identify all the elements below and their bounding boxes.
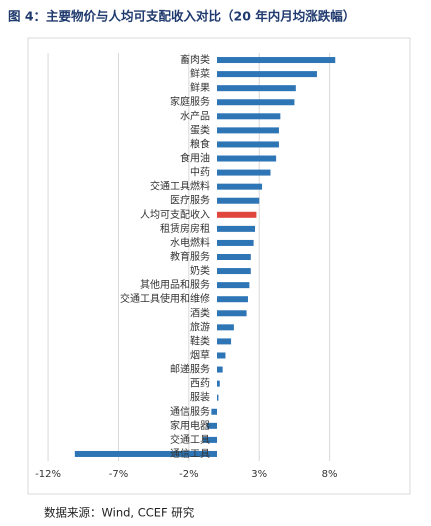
- y-tick-label: 通信服务: [170, 405, 210, 418]
- y-tick-label: 医疗服务: [170, 194, 210, 207]
- bar: [217, 324, 234, 331]
- source-note: 数据来源：Wind, CCEF 研究: [44, 506, 195, 520]
- y-tick-label: 人均可支配收入: [140, 208, 210, 221]
- chart-frame: [27, 37, 411, 495]
- y-tick-label: 食用油: [180, 152, 210, 165]
- bar: [74, 450, 217, 457]
- y-tick-label: 旅游: [190, 320, 210, 333]
- y-tick-label: 服装: [190, 391, 210, 404]
- y-tick-label: 鞋类: [190, 334, 210, 347]
- bar: [217, 127, 279, 134]
- y-tick-label: 鲜果: [190, 81, 210, 94]
- bar: [217, 254, 251, 260]
- bar: [217, 239, 254, 246]
- y-tick-label: 中药: [190, 166, 210, 179]
- y-tick-label: 教育服务: [170, 250, 210, 263]
- y-tick-label: 粮食: [190, 137, 210, 150]
- bar: [217, 296, 248, 303]
- y-tick-label: 奶类: [190, 264, 210, 277]
- y-tick-label: 邮递服务: [170, 363, 210, 376]
- bar: [217, 268, 251, 275]
- bar: [217, 211, 257, 218]
- y-tick-label: 通信工具: [170, 448, 210, 460]
- bar: [217, 57, 336, 64]
- bar: [217, 99, 295, 106]
- bar: [217, 71, 317, 78]
- y-tick-label: 其他用品和服务: [140, 278, 210, 291]
- y-tick-label: 租赁房房租: [160, 222, 210, 235]
- y-tick-label: 家用电器: [170, 419, 210, 432]
- bar: [217, 225, 256, 232]
- bar: [217, 197, 260, 204]
- bar: [217, 352, 226, 359]
- y-tick-label: 西药: [190, 378, 210, 390]
- y-tick-label: 家庭服务: [170, 95, 210, 108]
- x-tick-label: 8%: [322, 469, 338, 480]
- bar: [217, 155, 277, 162]
- x-tick-label: -2%: [179, 469, 198, 480]
- y-tick-label: 酒类: [190, 306, 210, 319]
- y-tick-label: 水电燃料: [170, 236, 210, 249]
- bar: [202, 436, 217, 443]
- bar: [207, 422, 217, 429]
- bar: [217, 141, 279, 148]
- bar: [217, 85, 296, 92]
- y-tick-label: 水产品: [180, 109, 210, 122]
- bar: [217, 380, 220, 387]
- y-tick-label: 蛋类: [190, 123, 210, 136]
- chart-title: 图 4：主要物价与人均可支配收入对比（20 年内月均涨跌幅）: [8, 9, 355, 24]
- bar: [217, 169, 271, 176]
- bar: [217, 394, 219, 401]
- bar: [211, 408, 217, 415]
- y-tick-label: 烟草: [190, 348, 210, 361]
- x-tick-label: -7%: [109, 469, 128, 480]
- bar: [217, 183, 263, 190]
- x-tick-label: 3%: [251, 469, 267, 480]
- bar: [217, 113, 281, 120]
- y-tick-label: 交通工具使用和维修: [120, 292, 210, 305]
- bar: [217, 282, 250, 289]
- y-tick-label: 畜肉类: [180, 53, 210, 66]
- y-tick-label: 鲜菜: [190, 67, 210, 80]
- y-tick-label: 交通工具: [170, 433, 210, 446]
- y-tick-label: 交通工具燃料: [150, 180, 210, 193]
- bar: [217, 366, 223, 373]
- bar: [217, 338, 232, 345]
- bar: [217, 310, 247, 317]
- x-tick-label: -12%: [35, 469, 61, 480]
